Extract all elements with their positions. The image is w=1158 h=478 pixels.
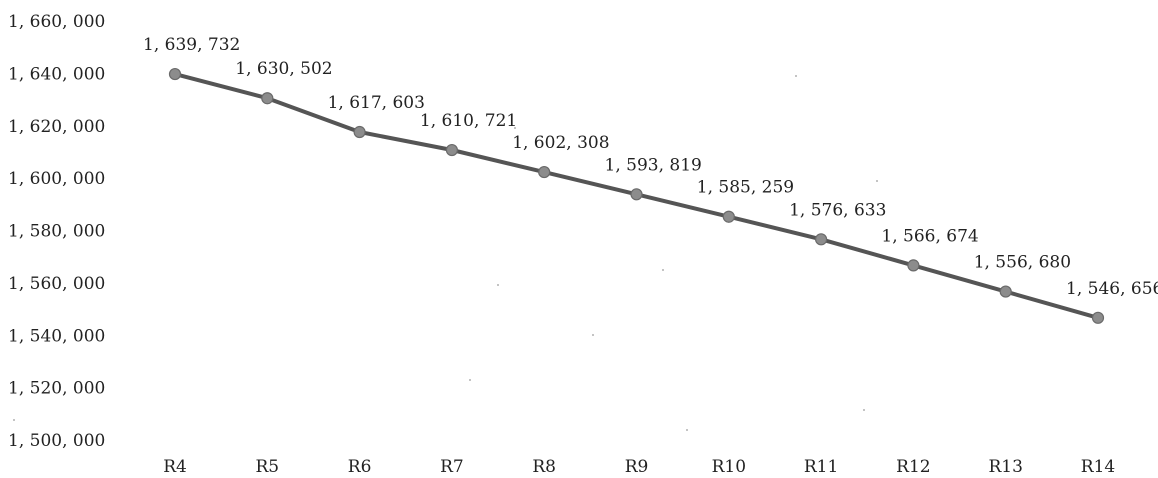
y-tick-label: 1, 640, 000 <box>8 64 105 84</box>
speck <box>662 269 664 271</box>
data-point <box>907 259 920 272</box>
x-tick-label: R14 <box>1081 457 1115 477</box>
x-tick-label: R13 <box>988 457 1022 477</box>
y-tick-label: 1, 620, 000 <box>8 117 105 137</box>
x-tick-label: R7 <box>440 457 464 477</box>
data-point <box>722 210 735 223</box>
y-tick-label: 1, 540, 000 <box>8 326 105 346</box>
data-point <box>168 67 182 81</box>
y-tick-label: 1, 560, 000 <box>8 274 105 294</box>
data-label: 1, 610, 721 <box>420 111 517 131</box>
x-tick-label: R6 <box>348 457 372 477</box>
x-tick-label: R8 <box>532 457 556 477</box>
data-label: 1, 630, 502 <box>235 59 332 79</box>
data-point <box>261 92 274 105</box>
data-label: 1, 546, 656 <box>1066 279 1158 299</box>
data-label: 1, 617, 603 <box>328 93 425 113</box>
x-tick-label: R4 <box>163 457 187 477</box>
data-label: 1, 566, 674 <box>881 226 978 246</box>
data-label: 1, 602, 308 <box>512 133 609 153</box>
y-axis: 1, 660, 000 1, 640, 000 1, 620, 000 1, 600,… <box>8 12 105 451</box>
data-point <box>445 143 458 157</box>
y-tick-label: 1, 600, 000 <box>8 169 105 189</box>
y-tick-label: 1, 520, 000 <box>8 379 105 399</box>
x-tick-label: R12 <box>896 457 930 477</box>
data-label: 1, 585, 259 <box>697 178 794 198</box>
speck <box>876 180 878 182</box>
y-tick-label: 1, 500, 000 <box>8 431 105 451</box>
x-tick-label: R9 <box>625 457 649 477</box>
speck <box>469 379 471 381</box>
speck <box>863 409 865 411</box>
data-label: 1, 639, 732 <box>143 35 240 55</box>
data-point <box>630 188 643 201</box>
speck <box>514 127 516 129</box>
scan-specks <box>13 75 878 431</box>
data-point <box>814 233 828 246</box>
speck <box>592 334 594 336</box>
x-tick-label: R5 <box>255 457 279 477</box>
speck <box>497 284 499 286</box>
speck <box>795 75 797 77</box>
x-axis: R4 R5 R6 R7 R8 R9 R10 R11 R12 R13 R14 <box>163 457 1115 477</box>
data-point <box>353 125 366 139</box>
x-tick-label: R10 <box>712 457 746 477</box>
data-label: 1, 593, 819 <box>605 155 702 175</box>
speck <box>13 419 15 421</box>
speck <box>686 429 688 431</box>
data-point <box>1091 311 1105 324</box>
data-label: 1, 556, 680 <box>974 253 1071 273</box>
data-point <box>999 285 1012 298</box>
data-label: 1, 576, 633 <box>789 200 886 220</box>
y-tick-label: 1, 580, 000 <box>8 222 105 242</box>
series-markers <box>168 67 1105 324</box>
y-tick-label: 1, 660, 000 <box>8 12 105 32</box>
x-tick-label: R11 <box>804 457 838 477</box>
data-point <box>538 165 551 179</box>
